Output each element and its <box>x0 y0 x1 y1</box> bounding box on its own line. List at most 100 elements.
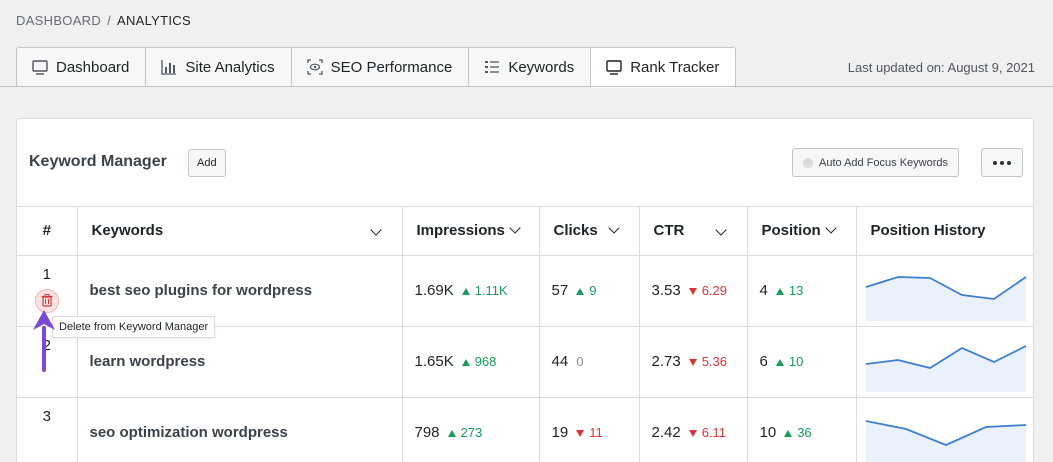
ctr-delta: 6.29 <box>701 283 728 298</box>
keywords-table: # Keywords Impressions Clicks CTR Positi… <box>17 207 1033 462</box>
trend-down-icon <box>576 430 585 437</box>
row-index-cell: 3 <box>17 397 78 462</box>
tab-label: Site Analytics <box>185 58 275 76</box>
delete-tooltip: Delete from Keyword Manager <box>52 316 216 338</box>
dot-icon <box>993 160 997 165</box>
column-header-label: Clicks <box>553 222 598 240</box>
impressions-cell: 798 273 <box>402 397 540 462</box>
row-index-cell: 1 <box>17 255 78 327</box>
eye-scan-icon <box>306 58 324 76</box>
breadcrumb-root[interactable]: DASHBOARD <box>16 13 102 28</box>
position-cell: 4 13 <box>747 255 857 327</box>
position-value: 4 <box>759 282 768 299</box>
keyword-cell[interactable]: seo optimization wordpress <box>77 397 403 462</box>
position-delta: 36 <box>797 425 812 440</box>
impressions-cell: 1.65K 968 <box>402 326 540 398</box>
position-history-cell <box>856 326 1033 398</box>
trend-down-icon <box>688 288 697 295</box>
clicks-value: 44 <box>551 353 569 370</box>
annotation-arrow-icon <box>33 310 55 372</box>
last-updated-text: Last updated on: August 9, 2021 <box>847 60 1035 75</box>
table-row[interactable]: 2 learn wordpress 1.65K 968 44 0 2.73 5.36 6 10 <box>17 326 1033 398</box>
column-header-label: Keywords <box>91 222 164 240</box>
column-header-position[interactable]: Position <box>747 207 857 256</box>
row-index: 1 <box>42 265 51 283</box>
table-header-row: # Keywords Impressions Clicks CTR Positi… <box>17 207 1033 256</box>
keyword-cell[interactable]: best seo plugins for wordpress <box>77 255 403 327</box>
ctr-value: 2.42 <box>651 424 681 441</box>
tab-site-analytics[interactable]: Site Analytics <box>145 47 291 87</box>
trend-up-icon <box>461 359 470 366</box>
add-keyword-button[interactable]: Add <box>188 149 226 177</box>
tab-label: SEO Performance <box>330 58 453 76</box>
clicks-value: 19 <box>551 424 569 441</box>
auto-add-label: Auto Add Focus Keywords <box>819 156 949 169</box>
sparkline-area <box>865 345 1026 392</box>
column-header-clicks[interactable]: Clicks <box>539 207 640 256</box>
auto-add-focus-keywords-toggle[interactable]: Auto Add Focus Keywords <box>792 148 960 177</box>
tab-bar: Dashboard Site Analytics SEO Performance… <box>16 47 737 88</box>
position-history-sparkline <box>865 344 1026 392</box>
tab-divider <box>0 86 1053 87</box>
ctr-value: 2.73 <box>651 353 681 370</box>
ctr-delta: 5.36 <box>701 354 728 369</box>
breadcrumb-current: ANALYTICS <box>116 13 191 28</box>
keyword-text[interactable]: learn wordpress <box>89 353 206 370</box>
trend-up-icon <box>447 430 456 437</box>
sparkline-line <box>865 344 1026 369</box>
trend-up-icon <box>461 288 470 295</box>
clicks-cell: 19 11 <box>539 397 640 462</box>
list-icon <box>483 58 501 76</box>
clicks-delta: 9 <box>589 283 597 298</box>
trash-icon <box>41 294 53 307</box>
clicks-delta: 0 <box>576 354 584 369</box>
clicks-cell: 57 9 <box>539 255 640 327</box>
tab-label: Keywords <box>508 58 575 76</box>
ctr-cell: 2.73 5.36 <box>639 326 748 398</box>
row-index: 2 <box>42 336 51 354</box>
column-header-number: # <box>17 207 78 256</box>
trend-up-icon <box>775 288 784 295</box>
chevron-down-icon <box>509 222 521 234</box>
impressions-delta: 1.11K <box>474 283 508 298</box>
trend-down-icon <box>688 359 697 366</box>
impressions-value: 1.69K <box>414 282 454 299</box>
impressions-value: 798 <box>414 424 440 441</box>
bar-chart-icon <box>160 58 178 76</box>
breadcrumb: DASHBOARD / ANALYTICS <box>16 13 191 28</box>
trend-down-icon <box>688 430 697 437</box>
dot-icon <box>1007 160 1011 165</box>
position-value: 10 <box>759 424 777 441</box>
chevron-down-icon <box>608 222 620 234</box>
dot-icon <box>1000 160 1004 165</box>
monitor-icon <box>605 59 623 77</box>
column-header-impressions[interactable]: Impressions <box>402 207 540 256</box>
more-options-button[interactable] <box>981 148 1023 177</box>
tab-seo-performance[interactable]: SEO Performance <box>290 47 469 87</box>
table-row[interactable]: 3 seo optimization wordpress 798 273 19 11 2.4… <box>17 397 1033 462</box>
position-history-sparkline <box>865 275 1027 321</box>
ctr-cell: 2.42 6.11 <box>639 397 748 462</box>
tab-dashboard[interactable]: Dashboard <box>16 47 146 87</box>
sparkline-line <box>865 419 1026 446</box>
clicks-value: 57 <box>551 282 569 299</box>
trend-up-icon <box>775 359 784 366</box>
table-row[interactable]: 1 best seo plugins for wordpress 1.69K 1.11… <box>17 255 1033 327</box>
tab-keywords[interactable]: Keywords <box>468 47 591 87</box>
monitor-icon <box>31 58 49 76</box>
clicks-cell: 44 0 <box>539 326 640 398</box>
sparkline-line <box>865 275 1027 300</box>
position-history-sparkline <box>865 419 1026 462</box>
tab-label: Rank Tracker <box>630 59 720 76</box>
delete-keyword-button[interactable] <box>35 288 59 313</box>
position-delta: 13 <box>788 283 804 298</box>
keyword-text[interactable]: best seo plugins for wordpress <box>89 282 313 299</box>
keyword-text[interactable]: seo optimization wordpress <box>89 424 288 441</box>
column-header-label: CTR <box>653 222 685 240</box>
column-header-keywords[interactable]: Keywords <box>77 207 403 256</box>
toggle-dot-icon <box>803 157 813 168</box>
trend-up-icon <box>576 288 585 295</box>
column-header-ctr[interactable]: CTR <box>639 207 748 256</box>
tab-rank-tracker[interactable]: Rank Tracker <box>590 47 737 88</box>
ctr-cell: 3.53 6.29 <box>639 255 748 327</box>
